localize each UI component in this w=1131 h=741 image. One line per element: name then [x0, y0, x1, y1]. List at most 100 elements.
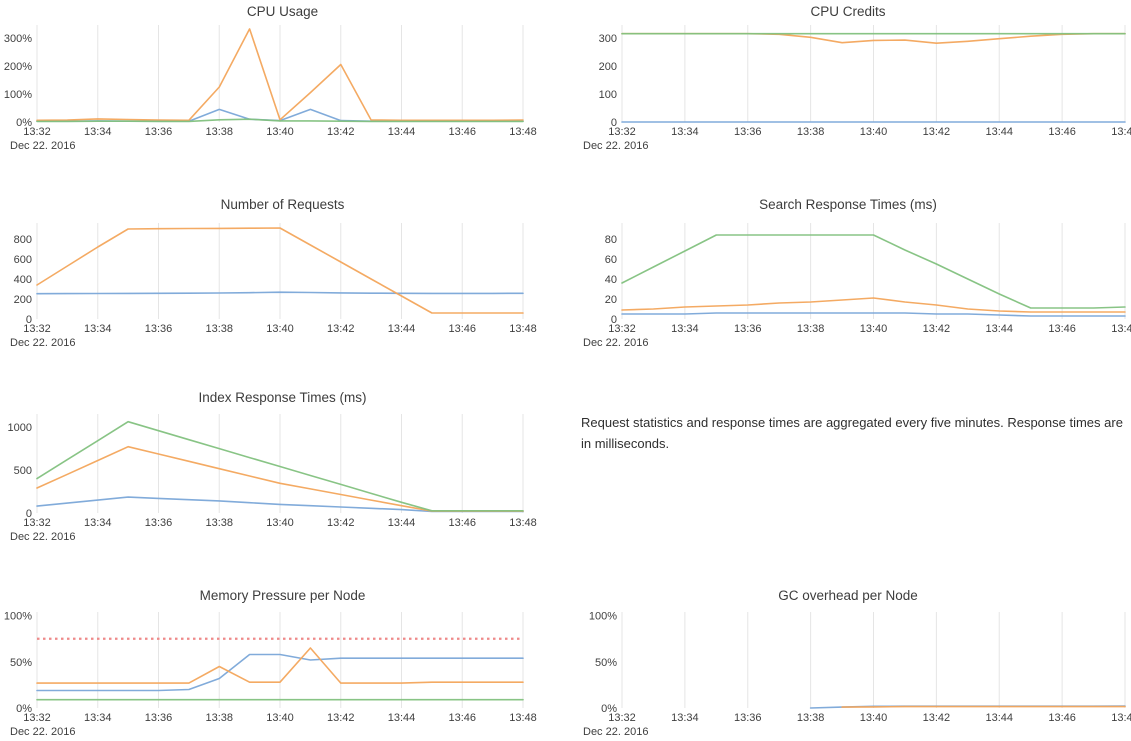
svg-text:13:36: 13:36: [145, 712, 173, 724]
y-tick-labels: 0% 50% 100%: [4, 611, 32, 715]
y-tick-labels: 0 500 1000: [8, 422, 32, 520]
svg-text:400: 400: [14, 274, 32, 286]
svg-text:200%: 200%: [4, 61, 32, 73]
svg-text:13:36: 13:36: [145, 323, 173, 335]
svg-text:13:48: 13:48: [509, 517, 537, 529]
svg-text:13:40: 13:40: [266, 323, 294, 335]
cpu-usage-plot: 13:32 13:34 13:36 13:38 13:40 13:42 13:44 13:46…: [4, 25, 537, 152]
svg-text:13:40: 13:40: [266, 517, 294, 529]
svg-text:13:36: 13:36: [734, 712, 762, 724]
svg-text:13:42: 13:42: [327, 323, 355, 335]
svg-text:13:44: 13:44: [985, 126, 1013, 138]
svg-text:13:40: 13:40: [860, 323, 888, 335]
svg-text:13:32: 13:32: [23, 712, 51, 724]
aggregation-note-text: Request statistics and response times ar…: [581, 415, 1123, 451]
svg-text:13:44: 13:44: [985, 712, 1013, 724]
svg-text:13:32: 13:32: [608, 323, 636, 335]
series-orange-line: [841, 705, 1126, 708]
svg-text:0: 0: [26, 314, 32, 326]
gc-overhead-chart: GC overhead per Node 13:32 13:34 13:36 13:3…: [565, 584, 1131, 741]
chart-title-index-response-times: Index Response Times (ms): [198, 390, 367, 405]
svg-text:0: 0: [611, 117, 617, 129]
svg-text:60: 60: [605, 254, 617, 266]
svg-text:13:42: 13:42: [327, 517, 355, 529]
svg-text:100%: 100%: [4, 89, 32, 101]
svg-text:800: 800: [14, 234, 32, 246]
svg-text:13:34: 13:34: [84, 126, 112, 138]
gridlines: [36, 612, 524, 708]
cpu-credits-plot: 13:32 13:34 13:36 13:38 13:40 13:42 13:44 13:46…: [583, 25, 1131, 152]
series-orange-line: [36, 227, 524, 314]
date-label: Dec 22. 2016: [583, 337, 648, 349]
svg-text:13:38: 13:38: [797, 712, 825, 724]
series-green-line: [36, 118, 524, 123]
svg-text:100: 100: [599, 89, 617, 101]
svg-text:13:38: 13:38: [797, 126, 825, 138]
svg-text:0%: 0%: [16, 703, 32, 715]
x-tick-labels: 13:32 13:34 13:36 13:38 13:40 13:42 13:44 13:46…: [23, 712, 537, 724]
x-tick-labels: 13:32 13:34 13:36 13:38 13:40 13:42 13:44 13:46…: [23, 517, 537, 529]
svg-text:300: 300: [599, 33, 617, 45]
svg-text:200: 200: [599, 61, 617, 73]
gridlines: [36, 223, 524, 319]
svg-text:13:38: 13:38: [205, 126, 233, 138]
svg-text:13:38: 13:38: [797, 323, 825, 335]
svg-text:13:36: 13:36: [145, 517, 173, 529]
svg-text:13:46: 13:46: [448, 517, 476, 529]
gc-overhead-plot: 13:32 13:34 13:36 13:38 13:40 13:42 13:44 13:46…: [583, 611, 1131, 738]
date-label: Dec 22. 2016: [10, 337, 75, 349]
series-blue-line: [621, 312, 1126, 317]
gridlines: [36, 25, 524, 122]
index-response-times-chart: Index Response Times (ms) 13:32 13:34 13:3…: [0, 386, 565, 584]
memory-pressure-chart: Memory Pressure per Node 13:32 13:34 13:36…: [0, 584, 565, 741]
svg-text:50%: 50%: [595, 657, 617, 669]
svg-text:13:42: 13:42: [327, 126, 355, 138]
svg-text:13:48: 13:48: [509, 712, 537, 724]
svg-text:13:38: 13:38: [205, 323, 233, 335]
svg-text:13:48: 13:48: [1111, 126, 1131, 138]
svg-text:13:44: 13:44: [388, 517, 416, 529]
svg-text:13:34: 13:34: [84, 517, 112, 529]
svg-text:0%: 0%: [16, 117, 32, 129]
svg-text:40: 40: [605, 274, 617, 286]
svg-text:13:42: 13:42: [923, 323, 951, 335]
svg-text:13:32: 13:32: [23, 126, 51, 138]
svg-text:13:38: 13:38: [205, 517, 233, 529]
index-response-times-plot: 13:32 13:34 13:36 13:38 13:40 13:42 13:44 13:46…: [8, 414, 537, 543]
svg-text:13:36: 13:36: [734, 323, 762, 335]
y-tick-labels: 0 100 200 300: [599, 33, 617, 129]
y-tick-labels: 0 20 40 60 80: [605, 234, 617, 326]
x-tick-labels: 13:32 13:34 13:36 13:38 13:40 13:42 13:44 13:46…: [23, 323, 537, 335]
x-tick-labels: 13:32 13:34 13:36 13:38 13:40 13:42 13:44 13:46…: [608, 323, 1131, 335]
svg-text:13:46: 13:46: [448, 323, 476, 335]
svg-text:13:32: 13:32: [608, 126, 636, 138]
svg-text:13:42: 13:42: [327, 712, 355, 724]
number-of-requests-plot: 13:32 13:34 13:36 13:38 13:40 13:42 13:44 13:46…: [10, 223, 537, 349]
cpu-credits-chart: CPU Credits 13:32 13:34 13:36 13:38 13:40 13:…: [565, 0, 1131, 193]
y-tick-labels: 0% 100% 200% 300%: [4, 33, 32, 129]
date-label: Dec 22. 2016: [10, 140, 75, 152]
svg-text:0: 0: [611, 314, 617, 326]
series-green-line: [36, 420, 524, 512]
svg-text:13:44: 13:44: [985, 323, 1013, 335]
svg-text:13:44: 13:44: [388, 126, 416, 138]
svg-text:13:32: 13:32: [23, 323, 51, 335]
svg-text:20: 20: [605, 294, 617, 306]
svg-text:13:46: 13:46: [1048, 126, 1076, 138]
y-tick-labels: 0 200 400 600 800: [14, 234, 32, 326]
svg-text:13:48: 13:48: [509, 126, 537, 138]
chart-title-memory-pressure: Memory Pressure per Node: [199, 588, 366, 603]
svg-text:13:32: 13:32: [23, 517, 51, 529]
svg-text:13:34: 13:34: [84, 323, 112, 335]
aggregation-note: Request statistics and response times ar…: [565, 386, 1131, 584]
date-label: Dec 22. 2016: [583, 140, 648, 152]
gridlines: [621, 223, 1126, 319]
svg-text:1000: 1000: [8, 422, 32, 434]
chart-title-cpu-credits: CPU Credits: [810, 4, 886, 19]
svg-text:100%: 100%: [589, 611, 617, 623]
svg-text:13:34: 13:34: [84, 712, 112, 724]
svg-text:13:48: 13:48: [509, 323, 537, 335]
svg-text:600: 600: [14, 254, 32, 266]
svg-text:13:46: 13:46: [1048, 323, 1076, 335]
chart-title-cpu-usage: CPU Usage: [246, 4, 319, 19]
